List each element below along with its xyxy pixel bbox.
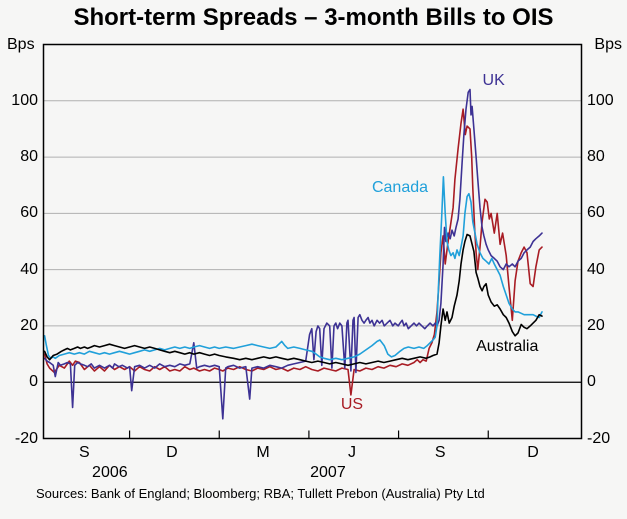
y-tick-label-right: 20 — [587, 316, 605, 334]
chart-title: Short-term Spreads – 3-month Bills to OI… — [73, 4, 554, 31]
y-tick-label-right: 40 — [587, 260, 605, 278]
y-axis-unit-left: Bps — [7, 36, 35, 53]
x-axis-year-label: 2007 — [310, 464, 346, 481]
series-label-australia: Australia — [476, 338, 539, 356]
y-tick-label-right: -20 — [587, 429, 611, 447]
y-tick-label-right: 80 — [587, 148, 605, 166]
series-line-us — [43, 108, 543, 396]
plot-border — [42, 43, 583, 440]
y-tick-label-left: 100 — [11, 91, 38, 109]
x-tick-month-label: S — [434, 444, 446, 461]
y-tick-label-right: 60 — [587, 204, 605, 222]
y-tick-label-right: 100 — [587, 91, 614, 109]
y-tick-label-left: 0 — [29, 373, 38, 391]
y-tick-label-right: 0 — [587, 373, 596, 391]
x-tick-month-label: J — [347, 444, 356, 461]
series-label-us: US — [340, 395, 364, 413]
series-line-australia — [43, 233, 543, 367]
x-tick-month-label: S — [79, 444, 90, 461]
series-line-canada — [43, 176, 543, 361]
x-tick-month-label: D — [527, 444, 539, 461]
series-label-canada: Canada — [371, 179, 429, 197]
source-note: Sources: Bank of England; Bloomberg; RBA… — [36, 486, 485, 501]
y-tick-label-left: 20 — [20, 316, 38, 334]
y-axis-unit-right: Bps — [594, 36, 622, 53]
y-tick-label-left: 40 — [20, 260, 38, 278]
x-tick-month-label: M — [256, 444, 270, 461]
series-line-uk — [43, 88, 543, 420]
y-tick-label-left: 80 — [20, 148, 38, 166]
series-label-uk: UK — [482, 72, 505, 90]
x-axis-year-label: 2006 — [92, 464, 128, 481]
x-tick-month-label: D — [166, 444, 178, 461]
y-tick-label-left: -20 — [14, 429, 38, 447]
y-tick-label-left: 60 — [20, 204, 38, 222]
